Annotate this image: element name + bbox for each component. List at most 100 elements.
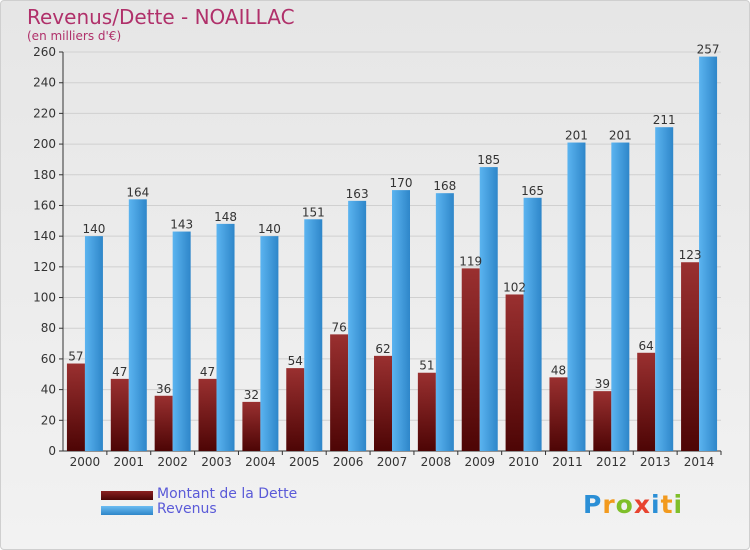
bar-dette xyxy=(593,391,612,451)
data-label-revenus: 164 xyxy=(126,185,149,199)
x-tick-label: 2005 xyxy=(289,455,320,469)
logo-letter: i xyxy=(673,490,684,519)
legend-swatch-dette xyxy=(101,491,153,500)
y-tick-label: 40 xyxy=(41,383,56,397)
bar-revenus xyxy=(392,190,410,451)
y-tick-label: 180 xyxy=(33,168,56,182)
bar-revenus xyxy=(567,142,586,452)
bar-dette xyxy=(330,334,349,451)
bar-revenus xyxy=(611,142,630,452)
x-tick-label: 2013 xyxy=(640,455,671,469)
data-label-dette: 54 xyxy=(288,354,303,368)
logo-letter: x xyxy=(633,490,651,519)
x-tick-label: 2000 xyxy=(70,455,101,469)
bar-revenus xyxy=(523,197,542,451)
data-label-dette: 62 xyxy=(375,342,390,356)
legend-label-dette: Montant de la Dette xyxy=(157,486,298,502)
y-tick-label: 100 xyxy=(33,291,56,305)
y-tick-label: 60 xyxy=(41,352,56,366)
data-label-revenus: 257 xyxy=(697,43,720,57)
data-label-dette: 39 xyxy=(595,377,610,391)
legend-label-revenus: Revenus xyxy=(157,501,217,517)
bar-revenus xyxy=(172,231,191,451)
data-label-dette: 48 xyxy=(551,363,566,377)
data-label-revenus: 168 xyxy=(433,179,456,193)
bar-dette xyxy=(637,352,656,451)
bar-revenus xyxy=(84,236,103,451)
logo-letter: t xyxy=(660,490,674,519)
data-label-revenus: 165 xyxy=(521,184,544,198)
chart-subtitle: (en milliers d'€) xyxy=(27,29,122,43)
x-tick-label: 2012 xyxy=(596,455,627,469)
y-tick-label: 220 xyxy=(33,106,56,120)
data-label-revenus: 163 xyxy=(346,187,369,201)
bars xyxy=(66,56,718,452)
data-label-dette: 47 xyxy=(200,365,215,379)
data-label-dette: 51 xyxy=(419,359,434,373)
bar-revenus xyxy=(304,219,323,451)
data-label-revenus: 211 xyxy=(653,113,676,127)
y-tick-label: 0 xyxy=(48,444,56,458)
y-tick-label: 20 xyxy=(41,413,56,427)
bar-dette xyxy=(198,378,217,451)
x-tick-label: 2007 xyxy=(377,455,408,469)
y-tick-label: 240 xyxy=(33,76,56,90)
data-label-dette: 102 xyxy=(503,280,526,294)
data-label-revenus: 140 xyxy=(258,222,281,236)
data-label-dette: 57 xyxy=(68,350,83,364)
data-label-revenus: 148 xyxy=(214,210,237,224)
data-label-revenus: 140 xyxy=(82,222,105,236)
legend-swatch-revenus xyxy=(101,506,153,515)
data-label-revenus: 201 xyxy=(565,129,588,143)
bar-dette xyxy=(417,372,436,451)
bar-dette xyxy=(549,377,568,451)
data-label-dette: 32 xyxy=(244,388,259,402)
logo-letter: P xyxy=(583,490,603,519)
bar-revenus xyxy=(435,193,454,451)
data-label-dette: 36 xyxy=(156,382,171,396)
bar-revenus xyxy=(699,56,718,451)
chart-title: Revenus/Dette - NOAILLAC xyxy=(27,5,295,29)
data-label-revenus: 143 xyxy=(170,218,193,232)
x-tick-label: 2002 xyxy=(157,455,188,469)
y-tick-label: 160 xyxy=(33,198,56,212)
bar-revenus xyxy=(216,223,235,451)
x-tick-label: 2008 xyxy=(421,455,452,469)
data-label-revenus: 185 xyxy=(477,153,500,167)
data-label-revenus: 201 xyxy=(609,129,632,143)
x-tick-label: 2014 xyxy=(684,455,715,469)
data-label-dette: 47 xyxy=(112,365,127,379)
y-tick-label: 120 xyxy=(33,260,56,274)
logo-letter: r xyxy=(602,490,616,519)
x-tick-label: 2011 xyxy=(552,455,583,469)
data-label-dette: 123 xyxy=(679,248,702,262)
bar-dette xyxy=(286,368,305,451)
x-tick-label: 2006 xyxy=(333,455,364,469)
y-tick-label: 260 xyxy=(33,45,56,59)
bar-revenus xyxy=(479,167,498,451)
bar-dette xyxy=(374,355,392,451)
bar-dette xyxy=(110,378,129,451)
bar-dette xyxy=(242,401,261,451)
x-tick-label: 2010 xyxy=(508,455,539,469)
x-tick-label: 2001 xyxy=(114,455,145,469)
x-tick-label: 2009 xyxy=(464,455,495,469)
y-tick-label: 200 xyxy=(33,137,56,151)
logo-letter: i xyxy=(651,490,661,519)
data-label-dette: 119 xyxy=(459,254,482,268)
bar-revenus xyxy=(128,199,147,451)
y-tick-label: 80 xyxy=(41,321,56,335)
bar-dette xyxy=(681,262,700,451)
bar-revenus xyxy=(260,236,279,451)
data-label-dette: 64 xyxy=(639,339,654,353)
data-label-dette: 76 xyxy=(331,320,346,334)
bar-dette xyxy=(461,268,480,451)
proxiti-logo: Proxiti xyxy=(583,490,683,519)
logo-letter: o xyxy=(615,490,634,519)
x-tick-label: 2004 xyxy=(245,455,276,469)
labels: 57 140 47 164 36 143 47 148 32 140 54 151 76 163 62 170… xyxy=(68,43,719,402)
data-label-revenus: 170 xyxy=(390,176,413,190)
y-tick-label: 140 xyxy=(33,229,56,243)
